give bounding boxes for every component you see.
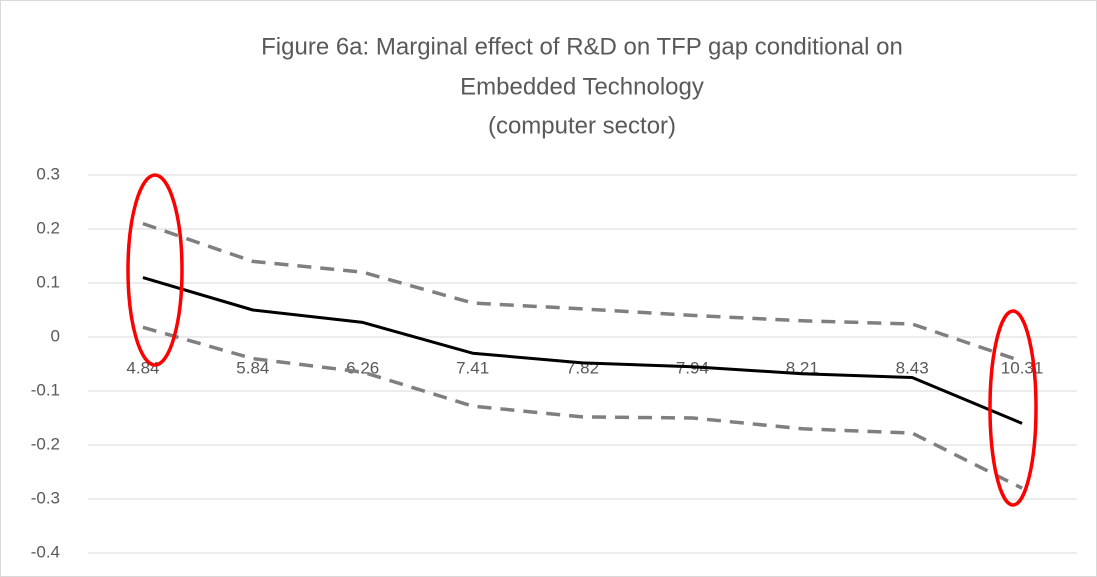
y-tick-label: 0.2 [36, 218, 60, 237]
y-tick-label: -0.4 [31, 542, 60, 561]
highlight-ellipse [988, 309, 1038, 507]
y-tick-label: -0.3 [31, 488, 60, 507]
effect-line [142, 276, 1023, 425]
x-tick-label: 7.41 [456, 358, 489, 377]
x-tick-label: 10.31 [1001, 358, 1044, 377]
confidence-line [142, 325, 1023, 490]
chart-title: Embedded Technology [460, 73, 704, 100]
y-tick-label: 0.3 [36, 164, 60, 183]
y-tick-label: -0.2 [31, 434, 60, 453]
chart-title: Figure 6a: Marginal effect of R&D on TFP… [261, 33, 903, 60]
confidence-line [142, 221, 1023, 363]
y-tick-label: 0.1 [36, 272, 60, 291]
highlight-ellipse [126, 173, 184, 367]
x-tick-label: 8.43 [896, 358, 929, 377]
y-tick-label: 0 [51, 326, 60, 345]
plot-area: -0.4-0.3-0.2-0.100.10.20.34.84 5.84 6.26 7.… [31, 164, 1077, 561]
x-tick-label: 5.84 [236, 358, 269, 377]
chart-title: (computer sector) [488, 112, 676, 139]
x-tick-label: 4.84 [126, 358, 159, 377]
y-tick-label: -0.1 [31, 380, 60, 399]
